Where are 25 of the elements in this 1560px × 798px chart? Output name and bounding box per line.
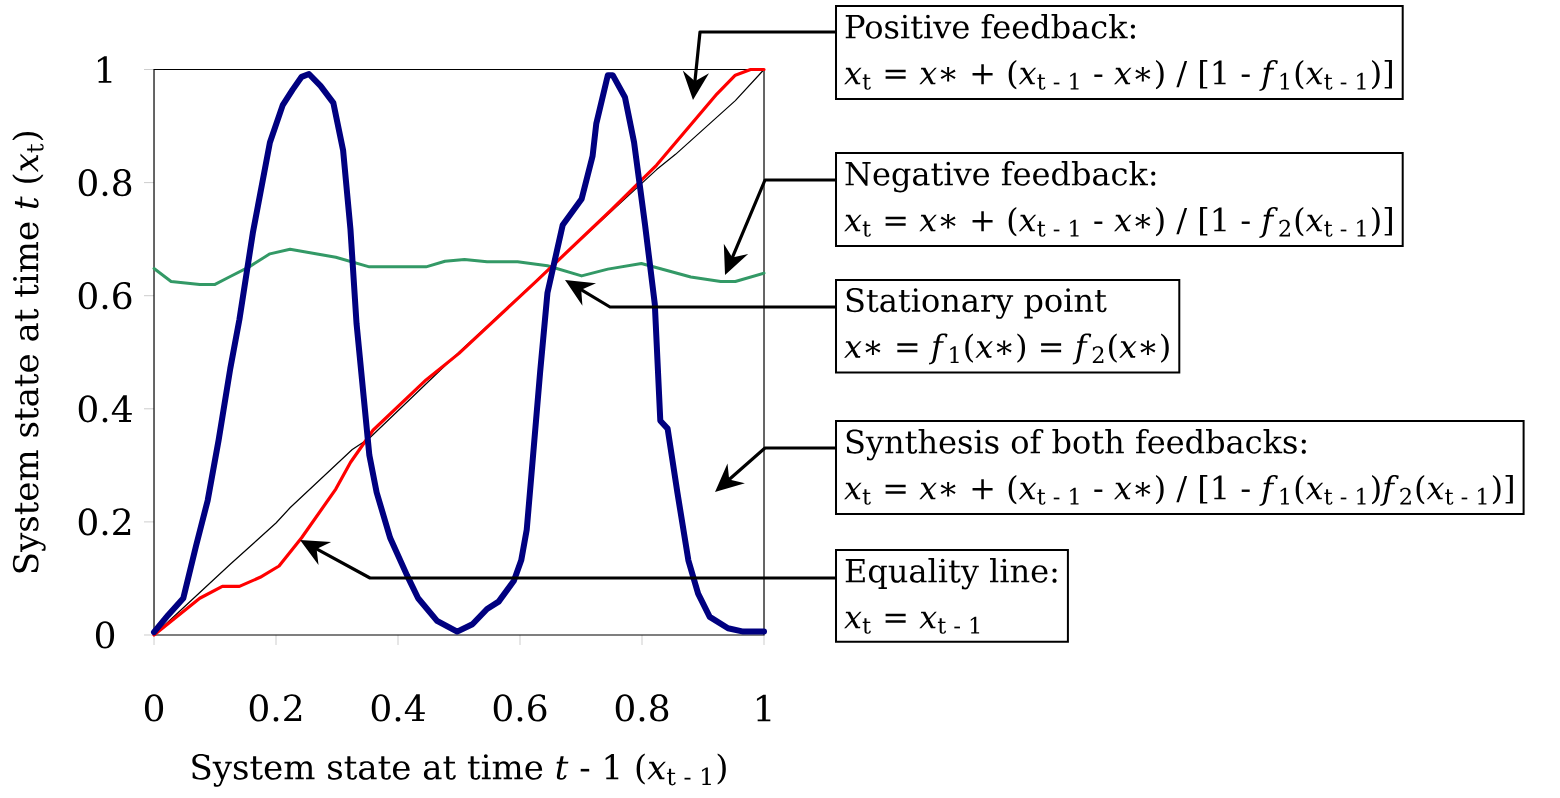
y-tick-label: 1 — [97, 56, 112, 84]
y-tick-label: 0.2 — [78, 508, 131, 536]
text: x∗ = f$_{1}$(x∗) = f$_{2}$(x∗) — [844, 333, 1169, 365]
x-tick-label: 0.8 — [615, 694, 669, 722]
y-tick-label: 0.8 — [78, 169, 132, 197]
x-tick-label: 0.4 — [371, 694, 425, 722]
x-tick-label: 0.6 — [493, 694, 547, 722]
text: x$_{t}$ = x∗ + (x$_{t - 1}$ - x∗) / [1 - f$_{1}$(x$_{t - 1}$)f$_{2}$(x$_{t - 1}$)] — [844, 475, 1513, 507]
x-axis-title: System state at time t - 1 (x$_{t - 1}$) — [192, 753, 726, 788]
text: Positive feedback: — [845, 14, 1136, 39]
y-tick-label: 0.6 — [78, 282, 132, 310]
text: Negative feedback: — [845, 161, 1156, 193]
text: x$_{t}$ = x$_{t - 1}$ — [844, 611, 980, 635]
line-series — [152, 248, 766, 287]
text: x$_{t}$ = x∗ + (x$_{t - 1}$ - x∗) / [1 - f$_{1}$(x$_{t - 1}$)] — [844, 60, 1392, 92]
text: x$_{t}$ = x∗ + (x$_{t - 1}$ - x∗) / [1 - f$_{2}$(x$_{t - 1}$)] — [844, 207, 1392, 239]
text: Stationary point — [846, 288, 1107, 320]
x-tick-label: 1 — [756, 694, 771, 722]
text: Equality line: — [845, 558, 1057, 590]
y-tick-label: 0.4 — [78, 395, 132, 423]
y-axis-title: System state at time t (x$_{t}$) — [12, 132, 46, 573]
y-tick-label: 0 — [95, 621, 115, 649]
text: Synthesis of both feedbacks: — [846, 429, 1306, 461]
x-tick-label: 0.2 — [249, 694, 302, 722]
x-tick-label: 0 — [144, 694, 164, 722]
